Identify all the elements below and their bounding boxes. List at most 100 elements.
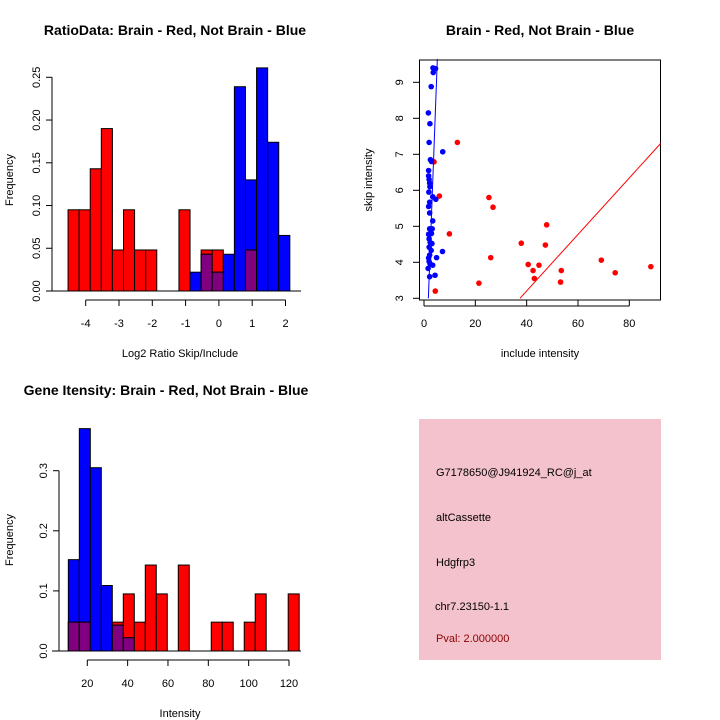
bar-brain — [210, 621, 223, 652]
point-not-brain — [439, 248, 446, 255]
point-brain — [543, 222, 550, 228]
bar-brain — [221, 621, 234, 652]
bar-brain — [243, 621, 256, 652]
bar-brain — [89, 168, 102, 292]
x-tick-label: 0 — [216, 318, 222, 330]
point-brain — [598, 257, 605, 263]
point-brain — [648, 263, 654, 270]
bar-brain — [144, 564, 157, 652]
point-not-brain — [425, 265, 431, 272]
point-not-brain — [428, 158, 435, 165]
point-brain — [476, 280, 482, 286]
point-not-brain — [425, 203, 432, 210]
bar-not-brain — [189, 271, 202, 292]
bar-not-brain — [100, 584, 113, 652]
x-tick-label: 100 — [239, 678, 257, 690]
bar-overlap — [211, 271, 224, 292]
fit-line-not-brain — [427, 58, 438, 299]
y-tick-label: 5 — [394, 223, 406, 229]
fit-line-brain — [519, 143, 661, 299]
scatter-ylabel: skip intensity — [363, 148, 375, 211]
bar-not-brain — [267, 141, 280, 292]
y-tick-label: 9 — [394, 79, 406, 85]
x-tick-label: 20 — [81, 678, 93, 690]
bar-overlap — [111, 624, 124, 652]
gene-intensity-histogram: Gene Itensity: Brain - Red, Not Brain - … — [4, 382, 309, 720]
x-tick-label: 20 — [469, 318, 481, 330]
point-not-brain — [426, 189, 432, 195]
point-brain — [558, 267, 565, 274]
bar-brain — [100, 128, 113, 292]
bar-overlap — [78, 621, 91, 652]
probe-id: G7178650@J941924_RC@j_at — [436, 467, 592, 479]
bar-not-brain — [256, 67, 269, 292]
point-not-brain — [427, 183, 433, 190]
point-not-brain — [433, 254, 440, 261]
y-tick-label: 8 — [394, 115, 406, 121]
x-tick-label: -3 — [114, 318, 124, 330]
y-tick-label: 0.1 — [38, 583, 50, 598]
bar-brain — [145, 249, 158, 292]
bar-brain — [178, 209, 191, 292]
x-tick-label: 2 — [282, 318, 288, 330]
y-tick-label: 0.05 — [31, 238, 43, 259]
x-tick-label: 40 — [122, 678, 134, 690]
point-brain — [518, 240, 525, 247]
bar-brain — [287, 593, 300, 652]
y-tick-label: 6 — [394, 187, 406, 193]
x-tick-label: 0 — [421, 318, 427, 330]
bar-brain — [134, 249, 147, 292]
gene-name: Hdgfrp3 — [436, 557, 475, 569]
point-brain — [536, 262, 542, 268]
y-tick-label: 0.25 — [31, 67, 43, 88]
point-not-brain — [425, 110, 432, 116]
x-tick-label: 80 — [202, 678, 214, 690]
x-tick-label: 80 — [623, 318, 635, 330]
point-not-brain — [425, 167, 432, 174]
bar-brain — [254, 593, 267, 652]
y-tick-label: 0.15 — [31, 152, 43, 173]
point-not-brain — [426, 199, 433, 205]
point-brain — [531, 275, 538, 282]
point-not-brain — [430, 69, 437, 76]
point-brain — [525, 261, 531, 268]
point-brain — [487, 254, 494, 261]
bar-not-brain — [222, 253, 235, 292]
intensity-scatter: Brain - Red, Not Brain - Blue include in… — [363, 22, 661, 360]
point-not-brain — [433, 196, 439, 203]
point-not-brain — [432, 272, 438, 279]
bar-overlap — [200, 253, 213, 292]
y-tick-label: 0.20 — [31, 109, 43, 130]
point-brain — [490, 204, 496, 211]
y-tick-label: 7 — [394, 151, 406, 157]
y-tick-label: 4 — [394, 259, 406, 265]
point-brain — [530, 267, 536, 274]
bar-not-brain — [89, 467, 102, 652]
bar-overlap — [244, 249, 258, 292]
ratio-histogram-xlabel: Log2 Ratio Skip/Include — [122, 348, 238, 360]
bar-not-brain — [78, 428, 91, 652]
genomic-location: chr7.23150-1.1 — [435, 601, 509, 613]
point-brain — [612, 269, 618, 276]
y-tick-label: 0.3 — [38, 463, 50, 478]
point-not-brain — [439, 148, 446, 155]
point-not-brain — [428, 230, 435, 237]
x-tick-label: 60 — [162, 678, 174, 690]
bar-brain — [177, 564, 190, 652]
x-tick-label: -2 — [147, 318, 157, 330]
point-brain — [486, 194, 492, 201]
point-brain — [436, 193, 443, 199]
bar-brain — [78, 209, 91, 292]
x-tick-label: 120 — [280, 678, 298, 690]
bar-not-brain — [278, 234, 291, 292]
point-brain — [446, 231, 453, 237]
gene-histogram-ylabel: Frequency — [4, 514, 16, 566]
x-tick-label: -1 — [181, 318, 191, 330]
ratio-histogram-title: RatioData: Brain - Red, Not Brain - Blue — [44, 22, 306, 38]
bar-brain — [155, 593, 168, 652]
x-tick-label: 60 — [572, 318, 584, 330]
point-brain — [432, 288, 439, 294]
y-tick-label: 0.10 — [31, 195, 43, 216]
point-not-brain — [427, 120, 433, 127]
